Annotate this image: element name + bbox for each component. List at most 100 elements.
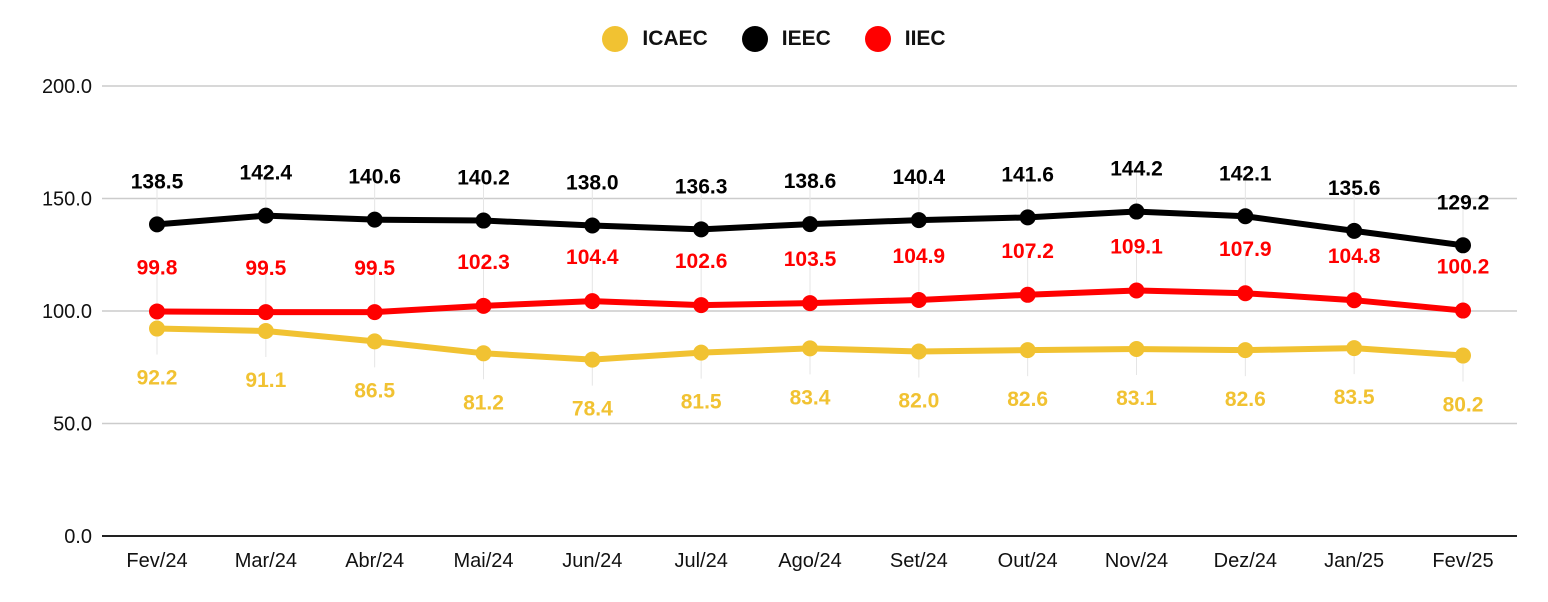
data-label-iiec: 104.9 (893, 245, 946, 268)
data-point-iiec (1128, 282, 1145, 299)
x-tick-label: Jun/24 (562, 550, 622, 572)
data-point-ieec (693, 221, 710, 238)
data-label-icaec: 82.6 (1007, 388, 1048, 411)
data-point-icaec (149, 320, 165, 337)
data-point-icaec (475, 345, 492, 362)
data-point-ieec (802, 216, 818, 233)
y-tick-label: 100.0 (42, 301, 92, 323)
data-label-icaec: 91.1 (245, 369, 286, 392)
data-label-iiec: 99.8 (137, 256, 178, 279)
data-label-ieec: 138.0 (566, 172, 619, 195)
data-label-icaec: 80.2 (1443, 394, 1484, 417)
data-point-icaec (802, 340, 818, 357)
data-point-ieec (1237, 208, 1254, 225)
data-point-icaec (1128, 341, 1145, 358)
x-tick-label: Fev/24 (126, 550, 187, 572)
data-point-ieec (910, 212, 927, 229)
x-tick-label: Ago/24 (778, 550, 841, 572)
legend-marker-icaec (602, 26, 629, 52)
data-label-ieec: 140.2 (457, 167, 510, 190)
data-label-iiec: 109.1 (1110, 236, 1163, 259)
data-point-ieec (257, 207, 274, 224)
x-tick-label: Jul/24 (674, 550, 727, 572)
data-label-ieec: 140.6 (348, 166, 401, 189)
data-point-iiec (693, 297, 710, 314)
data-label-icaec: 83.5 (1334, 386, 1375, 409)
data-label-iiec: 99.5 (245, 257, 286, 280)
data-point-ieec (1455, 237, 1471, 254)
data-point-iiec (1019, 286, 1036, 303)
data-label-ieec: 135.6 (1328, 177, 1381, 200)
data-point-iiec (802, 295, 818, 312)
x-tick-label: Nov/24 (1105, 550, 1168, 572)
y-tick-label: 200.0 (42, 76, 92, 98)
data-point-ieec (149, 216, 165, 233)
data-label-ieec: 141.6 (1001, 163, 1054, 186)
data-point-ieec (584, 217, 601, 234)
data-point-iiec (584, 293, 601, 310)
data-point-icaec (1237, 342, 1254, 359)
data-label-icaec: 86.5 (354, 379, 395, 402)
x-tick-label: Abr/24 (345, 550, 404, 572)
data-point-icaec (910, 343, 927, 360)
data-point-iiec (366, 304, 383, 321)
legend-marker-ieec (741, 26, 768, 52)
data-point-ieec (475, 212, 492, 229)
data-point-icaec (693, 344, 710, 361)
data-label-icaec: 83.4 (790, 386, 831, 409)
data-point-icaec (1455, 347, 1471, 364)
data-label-ieec: 142.1 (1219, 162, 1272, 185)
data-point-iiec (1455, 302, 1471, 319)
data-point-icaec (1019, 342, 1036, 359)
legend-label-icaec: ICAEC (642, 27, 708, 50)
data-label-iiec: 107.2 (1001, 240, 1054, 263)
data-point-ieec (1019, 209, 1036, 226)
data-label-icaec: 83.1 (1116, 387, 1157, 410)
data-point-iiec (1237, 285, 1254, 302)
x-tick-label: Dez/24 (1214, 550, 1277, 572)
data-point-ieec (1128, 203, 1145, 220)
data-point-iiec (910, 291, 927, 308)
y-tick-label: 0.0 (64, 526, 92, 548)
x-tick-label: Fev/25 (1432, 550, 1493, 572)
x-tick-label: Out/24 (998, 550, 1058, 572)
data-label-ieec: 140.4 (893, 166, 946, 189)
data-point-iiec (475, 297, 492, 314)
data-label-ieec: 142.4 (240, 162, 293, 185)
data-label-iiec: 103.5 (784, 248, 837, 271)
data-label-ieec: 138.5 (131, 170, 184, 193)
legend-item-ieec[interactable]: IEEC (741, 26, 831, 52)
y-tick-label: 150.0 (42, 189, 92, 211)
x-tick-label: Mai/24 (453, 550, 513, 572)
legend-marker-iiec (864, 26, 891, 52)
legend-label-iiec: IIEC (904, 27, 946, 50)
chart-legend: ICAEC IEEC IIEC (0, 26, 1548, 52)
x-tick-label: Mar/24 (235, 550, 297, 572)
data-label-icaec: 92.2 (137, 367, 178, 390)
legend-item-iiec[interactable]: IIEC (864, 26, 946, 52)
data-label-iiec: 107.9 (1219, 238, 1272, 261)
data-label-iiec: 104.4 (566, 246, 619, 269)
data-label-iiec: 104.8 (1328, 245, 1381, 268)
data-label-ieec: 129.2 (1437, 191, 1490, 214)
data-point-ieec (366, 211, 383, 228)
data-point-icaec (584, 351, 601, 368)
data-label-icaec: 82.6 (1225, 388, 1266, 411)
legend-item-icaec[interactable]: ICAEC (602, 26, 708, 52)
legend-label-ieec: IEEC (781, 27, 831, 50)
data-label-iiec: 102.3 (457, 251, 510, 274)
data-point-ieec (1346, 222, 1363, 239)
data-label-icaec: 78.4 (572, 398, 613, 421)
data-label-iiec: 102.6 (675, 250, 728, 273)
data-point-iiec (1346, 292, 1363, 309)
data-label-icaec: 81.5 (681, 391, 722, 414)
data-label-icaec: 81.2 (463, 391, 504, 414)
data-label-ieec: 144.2 (1110, 158, 1163, 181)
data-point-iiec (257, 304, 274, 321)
data-label-ieec: 136.3 (675, 175, 728, 198)
x-tick-label: Jan/25 (1324, 550, 1384, 572)
data-label-iiec: 99.5 (354, 257, 395, 280)
x-tick-label: Set/24 (890, 550, 948, 572)
data-point-icaec (366, 333, 383, 350)
